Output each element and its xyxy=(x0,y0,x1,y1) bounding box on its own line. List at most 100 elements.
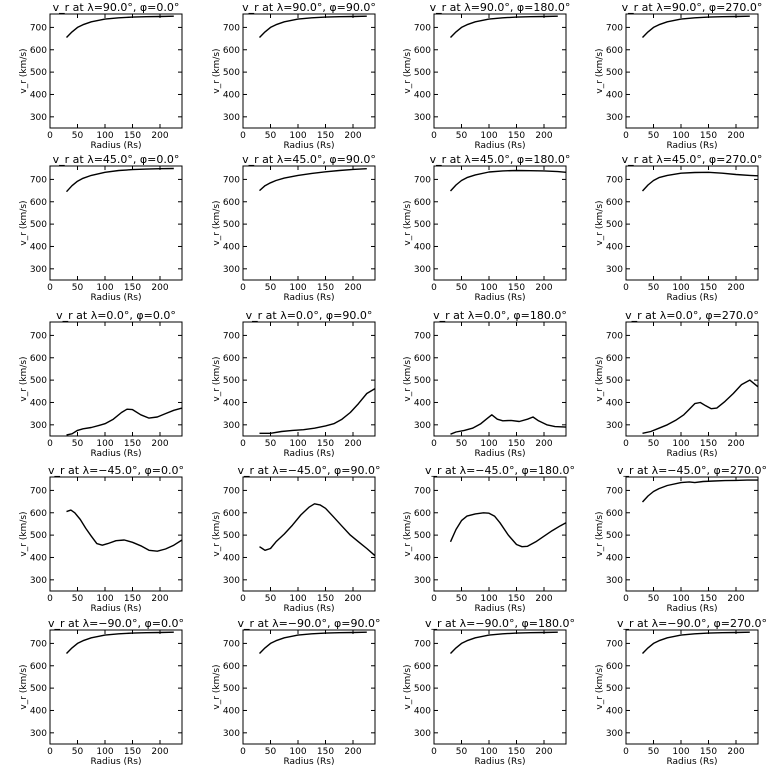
y-tick-label: 700 xyxy=(606,639,623,649)
x-tick-label: 50 xyxy=(265,439,277,449)
series-line xyxy=(450,414,567,435)
x-tick-label: 0 xyxy=(623,594,629,604)
panel-12: v_r at λ=0.0°, φ=270.0° 0 50 100 150 200 300 40… xyxy=(595,309,759,459)
y-tick-label: 600 xyxy=(414,354,431,364)
y-tick-label: 700 xyxy=(414,331,431,341)
plot-frame xyxy=(433,629,567,745)
x-tick-label: 200 xyxy=(727,283,744,293)
x-tick-label: 100 xyxy=(96,747,113,757)
y-tick-label: 300 xyxy=(414,265,431,275)
x-tick-label: 200 xyxy=(151,283,168,293)
x-tick-label: 150 xyxy=(317,131,334,141)
x-tick-label: 50 xyxy=(648,131,660,141)
panel-title: v_r at λ=−90.0°, φ=0.0° xyxy=(48,617,184,630)
x-tick-label: 100 xyxy=(672,747,689,757)
x-tick-label: 50 xyxy=(648,283,660,293)
x-axis-label: Radius (Rs) xyxy=(474,604,525,614)
x-tick-label: 200 xyxy=(344,131,361,141)
series-line xyxy=(450,631,558,654)
y-tick-label: 700 xyxy=(223,486,240,496)
y-tick-label: 700 xyxy=(414,175,431,185)
x-axis-label: Radius (Rs) xyxy=(474,757,525,767)
panel-20: v_r at λ=−90.0°, φ=270.0° 0 50 100 150 200 300… xyxy=(595,617,767,767)
x-tick-label: 100 xyxy=(480,283,497,293)
x-tick-label: 100 xyxy=(480,131,497,141)
y-tick-label: 600 xyxy=(414,509,431,519)
x-axis-label: Radius (Rs) xyxy=(283,141,334,151)
x-tick-label: 150 xyxy=(508,131,525,141)
y-tick-label: 400 xyxy=(223,553,240,563)
plot-frame xyxy=(625,13,759,129)
x-tick-label: 50 xyxy=(456,283,468,293)
x-tick-label: 150 xyxy=(508,439,525,449)
x-tick-label: 0 xyxy=(431,283,437,293)
plot-frame xyxy=(242,165,376,281)
panel-17: v_r at λ=−90.0°, φ=0.0° 0 50 100 150 200 300 40… xyxy=(19,617,184,767)
x-tick-label: 0 xyxy=(623,131,629,141)
y-tick-label: 500 xyxy=(223,68,240,78)
x-tick-label: 100 xyxy=(672,131,689,141)
y-axis-label: v_r (km/s) xyxy=(403,511,413,556)
x-tick-label: 50 xyxy=(648,594,660,604)
panel-title: v_r at λ=90.0°, φ=180.0° xyxy=(430,1,571,14)
x-axis-label: Radius (Rs) xyxy=(283,293,334,303)
plot-frame xyxy=(242,476,376,592)
panel-13: v_r at λ=−45.0°, φ=0.0° 0 50 100 150 200 300 40… xyxy=(19,464,184,614)
y-tick-label: 400 xyxy=(606,90,623,100)
x-tick-label: 200 xyxy=(151,131,168,141)
x-axis-label: Radius (Rs) xyxy=(283,757,334,767)
y-tick-label: 600 xyxy=(414,662,431,672)
panel-6: v_r at λ=45.0°, φ=90.0° 0 50 100 150 200 300 40… xyxy=(212,153,376,303)
x-tick-label: 150 xyxy=(700,594,717,604)
x-tick-label: 0 xyxy=(47,439,53,449)
y-tick-label: 600 xyxy=(223,46,240,56)
x-tick-label: 200 xyxy=(535,747,552,757)
x-tick-label: 200 xyxy=(535,439,552,449)
x-axis-label: Radius (Rs) xyxy=(666,604,717,614)
x-tick-label: 0 xyxy=(431,131,437,141)
x-tick-label: 0 xyxy=(240,439,246,449)
panel-11: v_r at λ=0.0°, φ=180.0° 0 50 100 150 200 300 40… xyxy=(403,309,567,459)
y-axis-label: v_r (km/s) xyxy=(595,511,605,556)
x-tick-label: 0 xyxy=(623,283,629,293)
series-line xyxy=(641,171,759,192)
y-tick-label: 500 xyxy=(223,531,240,541)
y-tick-label: 500 xyxy=(223,376,240,386)
panel-7: v_r at λ=45.0°, φ=180.0° 0 50 100 150 200 300 4… xyxy=(403,153,570,303)
series-line xyxy=(449,169,567,192)
x-tick-label: 0 xyxy=(431,747,437,757)
x-tick-label: 150 xyxy=(317,439,334,449)
y-tick-label: 600 xyxy=(606,509,623,519)
x-tick-label: 50 xyxy=(265,283,277,293)
x-tick-label: 0 xyxy=(431,594,437,604)
plot-frame xyxy=(433,165,567,281)
y-tick-label: 300 xyxy=(606,729,623,739)
x-tick-label: 200 xyxy=(151,747,168,757)
y-axis-label: v_r (km/s) xyxy=(19,356,29,401)
panel-title: v_r at λ=90.0°, φ=0.0° xyxy=(53,1,180,14)
x-axis-label: Radius (Rs) xyxy=(90,141,141,151)
x-tick-label: 200 xyxy=(535,131,552,141)
plot-frame xyxy=(49,165,183,281)
y-axis-label: v_r (km/s) xyxy=(403,200,413,245)
x-axis-label: Radius (Rs) xyxy=(90,757,141,767)
series-line xyxy=(259,15,367,38)
x-tick-label: 100 xyxy=(672,439,689,449)
y-tick-label: 400 xyxy=(606,706,623,716)
y-axis-label: v_r (km/s) xyxy=(403,48,413,93)
y-tick-label: 400 xyxy=(414,242,431,252)
panel-10: v_r at λ=0.0°, φ=90.0° 0 50 100 150 200 300 400… xyxy=(212,309,376,459)
x-tick-label: 150 xyxy=(124,439,141,449)
y-tick-label: 400 xyxy=(30,553,47,563)
y-tick-label: 400 xyxy=(223,706,240,716)
plot-frame xyxy=(49,13,183,129)
x-tick-label: 0 xyxy=(240,131,246,141)
y-tick-label: 500 xyxy=(414,684,431,694)
x-tick-label: 0 xyxy=(47,747,53,757)
plot-frame xyxy=(49,476,183,592)
x-tick-label: 100 xyxy=(96,594,113,604)
y-tick-label: 700 xyxy=(606,486,623,496)
x-axis-label: Radius (Rs) xyxy=(90,604,141,614)
x-axis-label: Radius (Rs) xyxy=(666,449,717,459)
x-tick-label: 100 xyxy=(289,131,306,141)
